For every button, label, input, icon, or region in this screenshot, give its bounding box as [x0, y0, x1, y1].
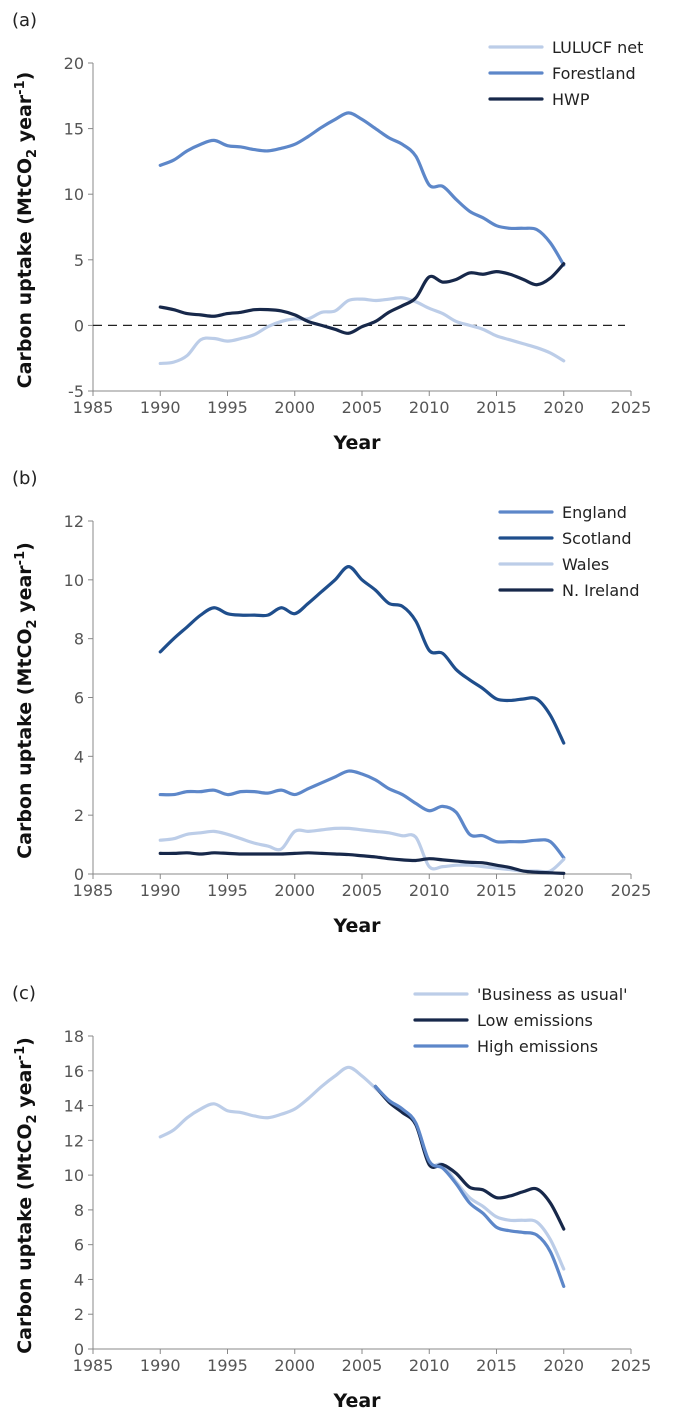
y-tick-label: 4	[74, 747, 84, 766]
y-tick-label: 5	[74, 251, 84, 270]
chart-panel-c: (c) 0 2 4 6 8 10 12 14 16 18 1985 1990 1995 2000 2005 20…	[12, 983, 651, 1412]
legend-entry: LULUCF net	[552, 38, 643, 57]
x-tick-label: 2020	[543, 1356, 584, 1375]
y-tick-label: 2	[74, 806, 84, 825]
y-tick-label: 18	[64, 1027, 84, 1046]
x-tick-label: 2010	[409, 1356, 450, 1375]
legend-entry: Forestland	[552, 64, 636, 83]
y-tick-label: 10	[64, 185, 84, 204]
x-tick-label: 1990	[140, 1356, 181, 1375]
x-tick-label: 2000	[274, 398, 315, 417]
x-tick-label: 2015	[476, 398, 517, 417]
series-line-low-emissions	[373, 1084, 566, 1231]
y-tick-label: 12	[64, 1131, 84, 1150]
series-line-england	[158, 769, 566, 860]
y-tick-label: 15	[64, 120, 84, 139]
y-axis-title: Carbon uptake (MtCO2 year-1)	[13, 542, 40, 859]
legend-entry: England	[562, 503, 627, 522]
x-tick-label: 2010	[409, 398, 450, 417]
y-tick-label: 0	[74, 1340, 84, 1359]
y-tick-label: 2	[74, 1305, 84, 1324]
x-tick-label: 1995	[207, 1356, 248, 1375]
y-tick-label: 8	[74, 1201, 84, 1220]
legend-entry: High emissions	[477, 1037, 598, 1056]
panel-label: (b)	[12, 468, 37, 489]
panel-label: (a)	[12, 10, 37, 31]
series-line-lulucf-net	[158, 296, 566, 366]
y-tick-label: 0	[74, 316, 84, 335]
x-tick-label: 2015	[476, 1356, 517, 1375]
legend-entry: Wales	[562, 555, 609, 574]
x-tick-label: 1985	[73, 881, 114, 900]
legend-entry: Scotland	[562, 529, 632, 548]
y-tick-label: 20	[64, 54, 84, 73]
x-tick-label: 2005	[342, 398, 383, 417]
x-tick-label: 2000	[274, 881, 315, 900]
series-line-scotland	[158, 565, 566, 745]
x-tick-label: 2025	[611, 881, 652, 900]
y-tick-label: 16	[64, 1062, 84, 1081]
x-tick-label: 1990	[140, 398, 181, 417]
y-tick-label: 8	[74, 630, 84, 649]
x-tick-label: 2000	[274, 1356, 315, 1375]
series-line-wales	[158, 826, 566, 874]
x-tick-label: 2010	[409, 881, 450, 900]
y-tick-label: 6	[74, 689, 84, 708]
x-tick-label: 2005	[342, 881, 383, 900]
y-tick-label: 4	[74, 1270, 84, 1289]
legend: 'Business as usual' Low emissions High emi…	[413, 985, 628, 1056]
y-tick-label: 6	[74, 1236, 84, 1255]
x-tick-label: 1985	[73, 398, 114, 417]
x-tick-label: 2025	[611, 398, 652, 417]
y-axis-title: Carbon uptake (MtCO2 year-1)	[13, 72, 40, 389]
y-tick-label: 12	[64, 512, 84, 531]
x-tick-label: 2020	[543, 398, 584, 417]
y-axis-title: Carbon uptake (MtCO2 year-1)	[13, 1037, 40, 1354]
legend: LULUCF net Forestland HWP	[488, 38, 643, 109]
x-tick-label: 2025	[611, 1356, 652, 1375]
x-tick-label: 1995	[207, 881, 248, 900]
legend-entry: 'Business as usual'	[477, 985, 628, 1004]
series-line-business-as-usual	[158, 1065, 566, 1271]
x-tick-label: 1985	[73, 1356, 114, 1375]
legend-entry: Low emissions	[477, 1011, 593, 1030]
series-line-forestland	[158, 111, 566, 267]
chart-panel-a: (a) -5 0 5 10 15 20 1985 1990 1995 2000 2005 2010 201…	[12, 10, 651, 454]
series-line-hwp	[158, 262, 566, 335]
y-tick-label: 14	[64, 1097, 84, 1116]
y-tick-label: 10	[64, 1166, 84, 1185]
x-axis-title: Year	[332, 432, 381, 454]
y-tick-label: -5	[68, 382, 84, 401]
x-axis-title: Year	[332, 1390, 381, 1412]
x-tick-label: 1990	[140, 881, 181, 900]
x-tick-label: 2020	[543, 881, 584, 900]
x-tick-label: 1995	[207, 398, 248, 417]
series-line-n-ireland	[158, 851, 566, 876]
x-tick-label: 2015	[476, 881, 517, 900]
x-tick-label: 2005	[342, 1356, 383, 1375]
y-tick-label: 10	[64, 571, 84, 590]
chart-panel-b: (b) 0 2 4 6 8 10 12 1985 1990 1995 2000 2005 2010 2015…	[12, 468, 651, 937]
y-tick-label: 0	[74, 865, 84, 884]
legend-entry: HWP	[552, 90, 590, 109]
legend-entry: N. Ireland	[562, 581, 639, 600]
series-line-high-emissions	[373, 1084, 566, 1288]
panel-label: (c)	[12, 983, 36, 1004]
x-axis-title: Year	[332, 915, 381, 937]
legend: England Scotland Wales N. Ireland	[498, 503, 639, 600]
